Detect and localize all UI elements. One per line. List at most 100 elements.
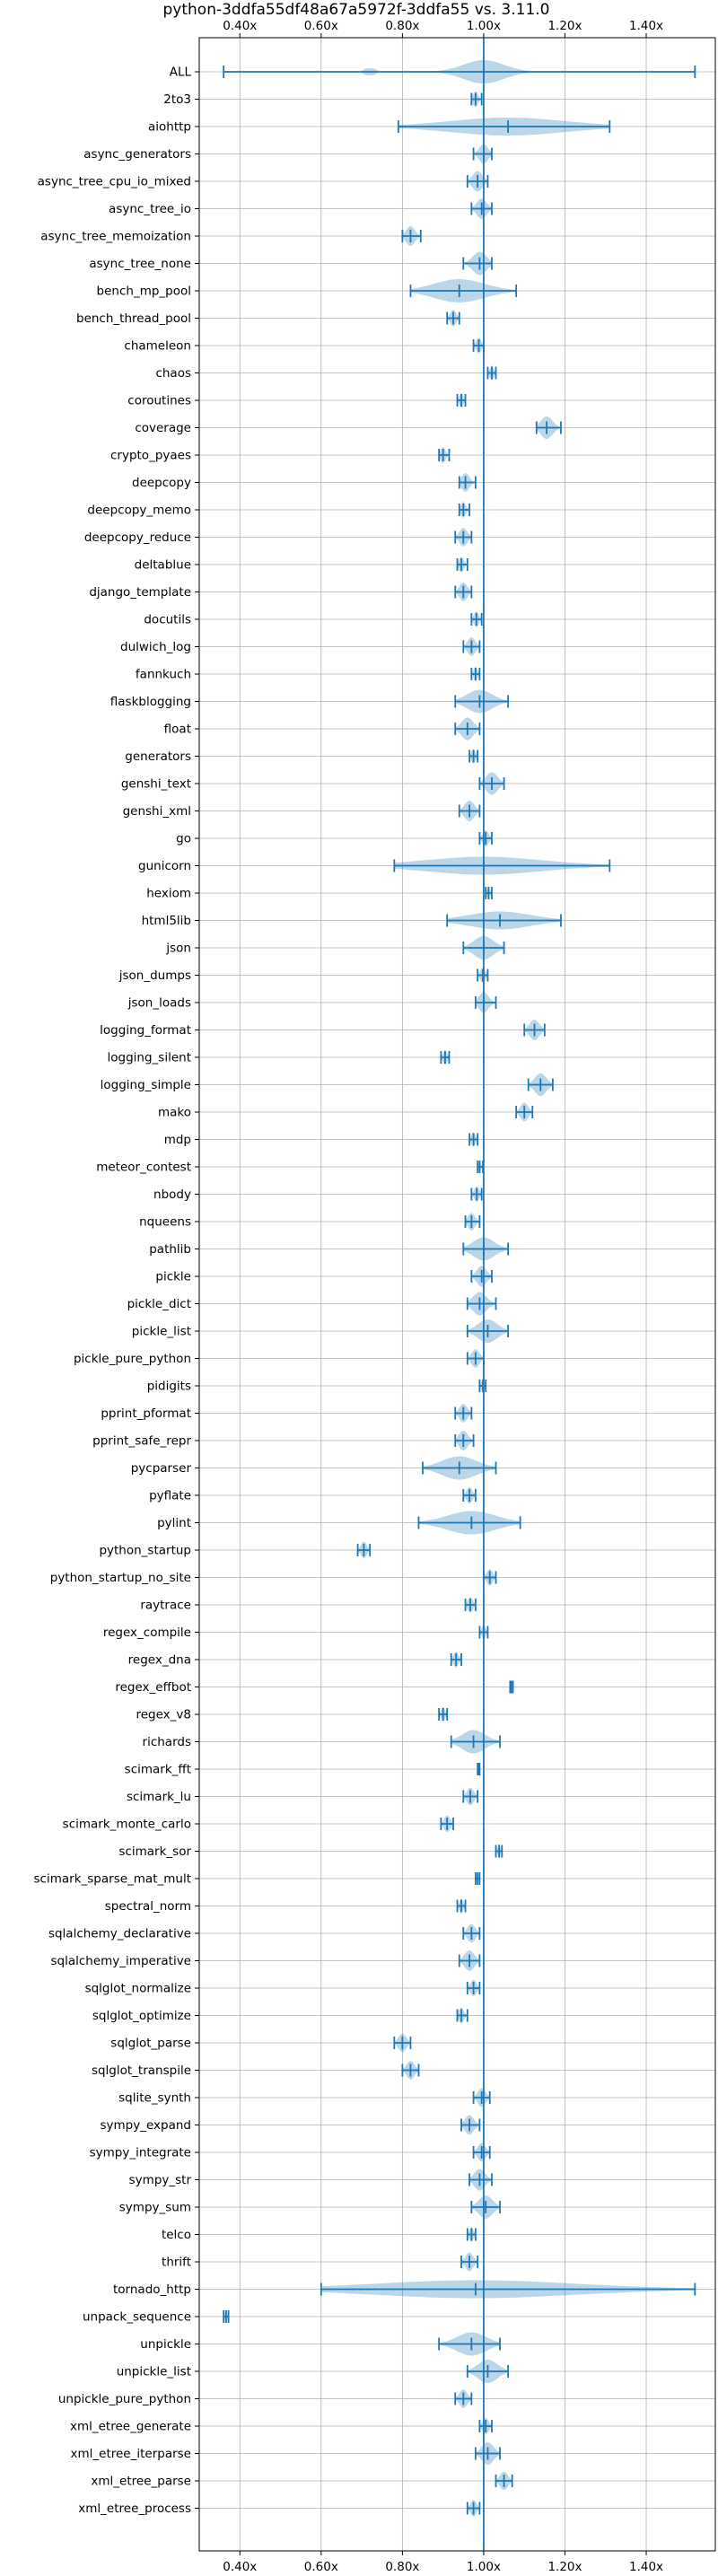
category-label: scimark_fft (125, 1763, 191, 1777)
x-tick-label-bottom: 0.80x (385, 2560, 419, 2574)
category-label: docutils (144, 613, 191, 627)
x-tick-label-top: 0.80x (385, 19, 419, 33)
category-label: scimark_sor (118, 1844, 191, 1859)
plot-frame (198, 37, 716, 2552)
category-label: regex_effbot (115, 1680, 191, 1695)
category-label: pycparser (131, 1461, 192, 1476)
category-label: nqueens (139, 1215, 191, 1230)
x-tick-label-top: 1.40x (629, 19, 663, 33)
category-label: coroutines (127, 394, 191, 408)
category-label: async_tree_cpu_io_mixed (38, 175, 191, 189)
category-label: go (176, 832, 191, 846)
category-label: float (164, 723, 191, 737)
category-label: async_tree_io (109, 202, 191, 216)
category-label: chaos (155, 366, 191, 381)
category-label: html5lib (142, 914, 191, 928)
category-label: generators (125, 749, 191, 764)
x-tick-label-top: 1.00x (467, 19, 501, 33)
x-tick-label-bottom: 1.40x (629, 2560, 663, 2574)
category-label: gunicorn (138, 859, 191, 873)
category-label: unpickle_pure_python (58, 2392, 191, 2406)
category-label: logging_format (100, 1023, 191, 1038)
category-label: json (165, 942, 191, 956)
category-label: sqlalchemy_declarative (48, 1927, 191, 1941)
x-tick-label-bottom: 0.40x (223, 2560, 257, 2574)
category-label: xml_etree_iterparse (71, 2447, 192, 2461)
category-label: pprint_pformat (101, 1406, 191, 1421)
violin-layer (223, 38, 696, 2551)
category-label: python_startup (99, 1544, 191, 1558)
category-label: deltablue (135, 558, 191, 573)
category-label: genshi_text (121, 777, 191, 792)
category-label: scimark_monte_carlo (63, 1818, 191, 1832)
x-tick-label-bottom: 0.60x (304, 2560, 338, 2574)
category-label: bench_mp_pool (97, 285, 191, 299)
category-label: pylint (157, 1516, 191, 1530)
category-label: scimark_sparse_mat_mult (34, 1872, 191, 1887)
category-label: sympy_expand (100, 2118, 191, 2133)
category-label: tornado_http (113, 2282, 191, 2297)
category-label: regex_dna (128, 1653, 191, 1668)
category-label: 2to3 (163, 92, 191, 107)
category-label: async_tree_none (89, 257, 191, 271)
category-label: sqlite_synth (118, 2091, 191, 2106)
category-label: sqlglot_normalize (85, 1982, 191, 1996)
category-label: pprint_safe_repr (92, 1434, 191, 1449)
category-label: logging_silent (108, 1051, 191, 1065)
category-label: sympy_integrate (90, 2146, 191, 2160)
grid-layer (199, 38, 715, 2551)
x-tick-label-bottom: 1.00x (467, 2560, 501, 2574)
category-label: xml_etree_generate (70, 2420, 191, 2434)
category-label: dulwich_log (120, 640, 191, 654)
category-label: unpickle_list (117, 2365, 191, 2379)
category-label: thrift (162, 2256, 191, 2270)
category-label: mdp (164, 1133, 191, 1147)
category-label: coverage (135, 421, 191, 435)
category-label: python_startup_no_site (50, 1571, 191, 1585)
category-label: xml_etree_process (78, 2502, 191, 2516)
category-label: ALL (170, 66, 192, 80)
category-label: bench_thread_pool (76, 311, 191, 326)
category-label: raytrace (140, 1599, 191, 1613)
category-label: flaskblogging (110, 695, 191, 709)
category-label: pickle_pure_python (74, 1352, 191, 1366)
category-label: pathlib (149, 1242, 191, 1257)
category-label: sqlglot_parse (110, 2037, 191, 2051)
category-label: pickle (155, 1270, 191, 1284)
category-label: pickle_dict (127, 1297, 191, 1311)
category-label: pidigits (147, 1380, 191, 1394)
category-label: django_template (89, 585, 191, 600)
x-tick-label-top: 0.60x (304, 19, 338, 33)
category-label: meteor_contest (96, 1161, 191, 1175)
category-label: deepcopy (132, 476, 191, 490)
category-label: sqlalchemy_imperative (51, 1954, 192, 1968)
category-label: regex_compile (103, 1625, 191, 1640)
category-label: json_loads (127, 996, 191, 1011)
category-label: deepcopy_reduce (84, 530, 191, 545)
category-label: regex_v8 (136, 1708, 191, 1722)
category-label: genshi_xml (123, 804, 191, 819)
category-label: sympy_sum (119, 2201, 191, 2215)
category-label: async_generators (83, 147, 191, 162)
category-label: mako (158, 1106, 191, 1120)
category-label: sympy_str (129, 2173, 192, 2187)
category-label: unpickle (140, 2337, 191, 2352)
category-label: json_dumps (118, 968, 191, 983)
category-label: xml_etree_parse (91, 2475, 191, 2489)
category-label: pickle_list (132, 1325, 191, 1339)
category-label: chameleon (124, 339, 191, 354)
category-label: deepcopy_memo (87, 504, 191, 518)
x-tick-label-bottom: 1.20x (547, 2560, 582, 2574)
category-label-layer: ALL 2to3 aiohttp async_generators async_tree… (34, 66, 192, 2517)
x-tick-label-top: 1.20x (547, 19, 582, 33)
chart-title: python-3ddfa55df48a67a5972f-3ddfa55 vs. … (163, 1, 550, 19)
category-label: sqlglot_optimize (92, 2009, 191, 2023)
category-label: richards (143, 1735, 191, 1749)
category-label: async_tree_memoization (40, 230, 191, 244)
category-label: aiohttp (148, 120, 191, 135)
category-label: spectral_norm (105, 1899, 191, 1914)
category-label: unpack_sequence (83, 2310, 191, 2325)
x-tick-layer: 0.40x 0.40x 0.60x 0.60x 0.80x 0.80x 1.00x 1.00x… (195, 19, 663, 2574)
category-label: sqlglot_transpile (92, 2063, 191, 2078)
category-label: hexiom (146, 887, 191, 901)
